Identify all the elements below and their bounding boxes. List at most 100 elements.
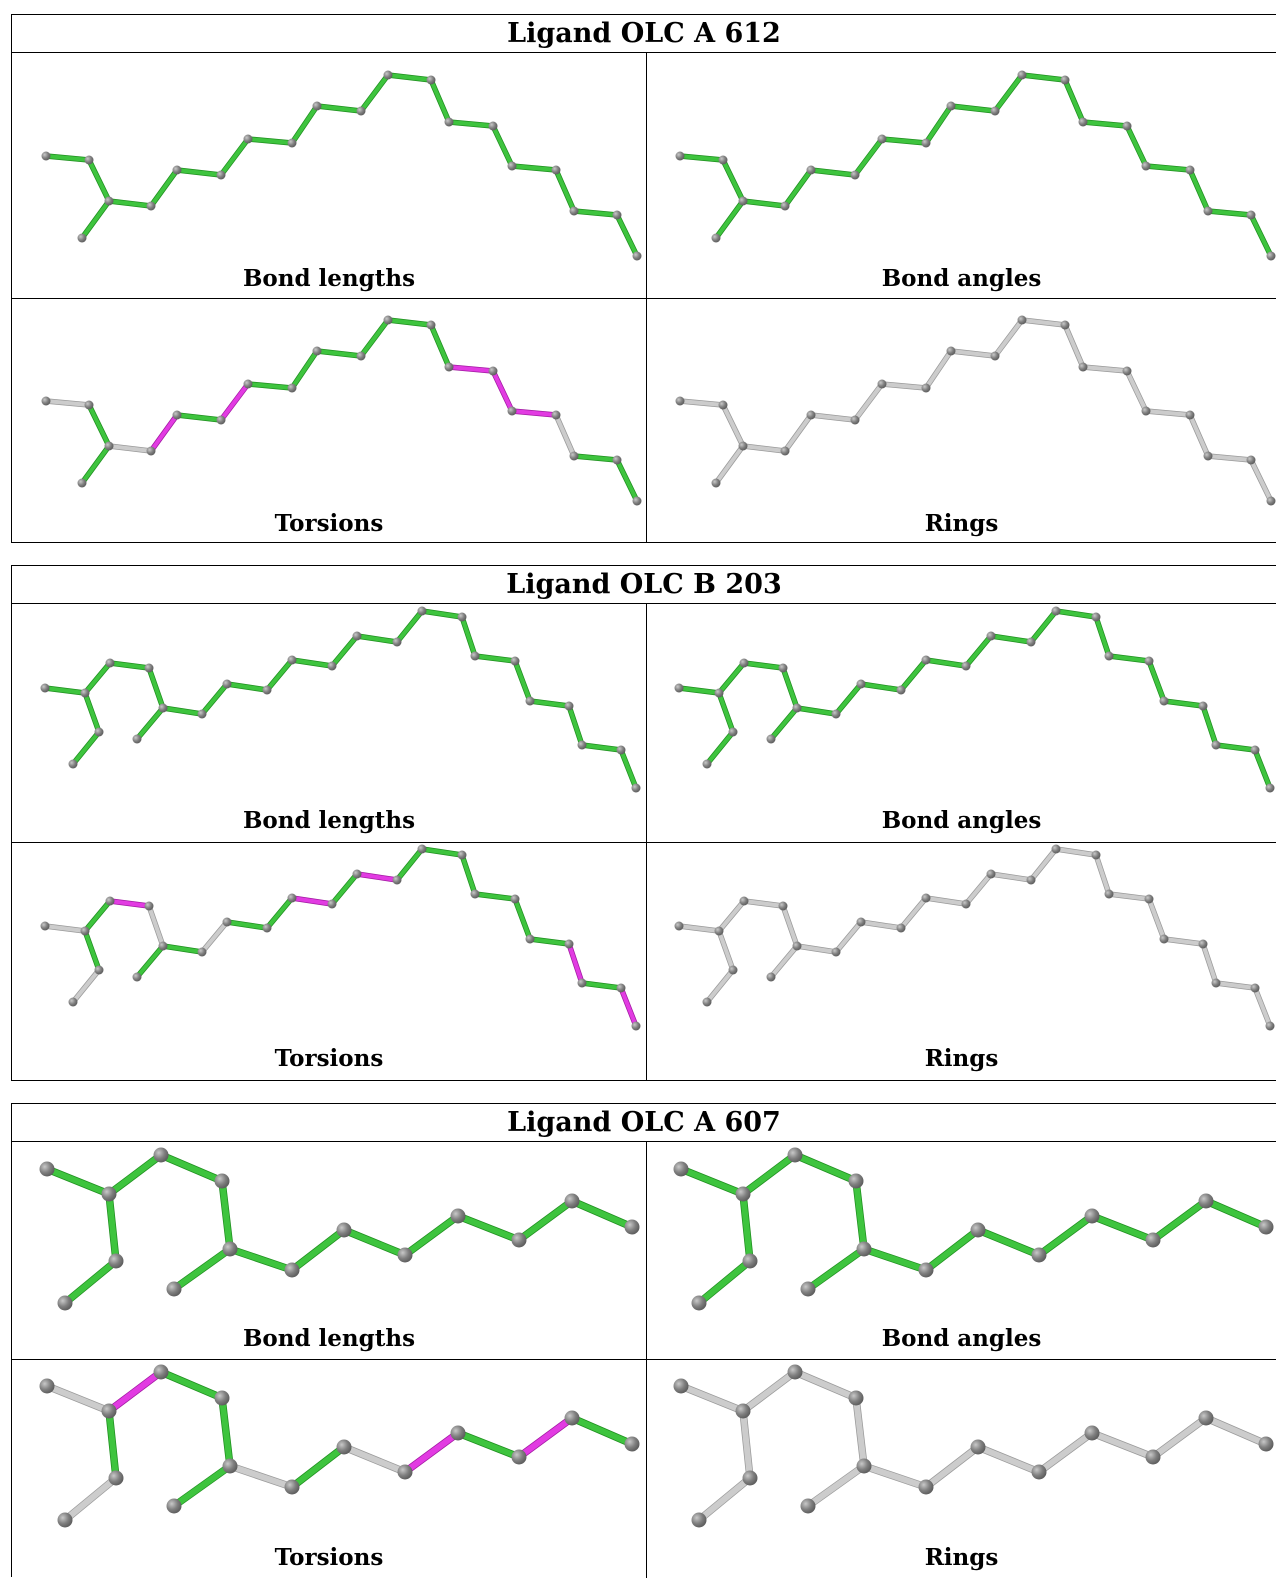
bond [567, 704, 584, 747]
atom [1122, 366, 1132, 376]
caption-rings: Rings [924, 1544, 999, 1571]
atom [397, 1464, 413, 1480]
atom [1091, 850, 1101, 860]
atom [1078, 117, 1088, 127]
atom [1185, 410, 1195, 420]
bond [1249, 458, 1273, 503]
atom [216, 170, 226, 180]
ligand-title-3: Ligand OLC A 607 [12, 1104, 1276, 1142]
bond [528, 699, 571, 708]
atom [766, 734, 776, 744]
caption-torsions: Torsions [274, 510, 384, 537]
atom [132, 734, 142, 744]
bond [161, 944, 204, 954]
bond [554, 413, 576, 458]
atom [488, 121, 498, 131]
bond [717, 691, 735, 734]
bond [1201, 704, 1218, 747]
atom [108, 1470, 124, 1486]
atom [831, 947, 841, 957]
atom [674, 683, 684, 693]
molecule-diagram [674, 844, 1275, 1031]
caption-bond-lengths: Bond lengths [242, 807, 416, 834]
bond [330, 634, 359, 668]
bond [246, 137, 294, 145]
panel-bond-lengths-3: Bond lengths [12, 1142, 646, 1359]
bond [834, 682, 863, 716]
bond [510, 164, 558, 172]
bond [1094, 853, 1111, 896]
atom [612, 210, 622, 220]
ligand-block-2: Ligand OLC B 203 Bond lengths Bond angle… [11, 565, 1276, 1081]
atom [507, 161, 517, 171]
atom [778, 901, 788, 911]
atom [327, 899, 337, 909]
atom [158, 941, 168, 951]
bond [769, 944, 799, 979]
bond [1036, 1213, 1095, 1258]
atom [1250, 745, 1260, 755]
bond [924, 104, 953, 145]
bond [315, 104, 363, 113]
bond [83, 661, 112, 695]
bond [1206, 454, 1253, 462]
bond [569, 1415, 635, 1447]
bond [106, 1152, 164, 1197]
bond [71, 730, 101, 766]
atom [921, 893, 931, 903]
bond [742, 661, 785, 670]
atom [1250, 983, 1260, 993]
atom [921, 383, 931, 393]
atom [1198, 1410, 1214, 1426]
atom [510, 894, 520, 904]
atom [564, 701, 574, 711]
bond [742, 899, 785, 908]
bond [80, 444, 111, 485]
atom [946, 101, 956, 111]
bond [567, 942, 584, 985]
atom [507, 406, 517, 416]
bond [964, 634, 993, 668]
atom [1078, 362, 1088, 372]
bond [315, 349, 363, 358]
atom [990, 106, 1000, 116]
atom [739, 658, 749, 668]
atom [287, 655, 297, 665]
caption-bond-angles: Bond angles [881, 265, 1042, 292]
atom [986, 631, 996, 641]
atom [511, 1232, 527, 1248]
bond [1214, 743, 1257, 752]
atom [631, 783, 641, 793]
atom [961, 661, 971, 671]
atom [800, 1498, 816, 1514]
atom [222, 1241, 238, 1257]
atom [101, 1403, 117, 1419]
atom [780, 446, 790, 456]
bond [108, 899, 151, 908]
atom [153, 1364, 169, 1380]
atom [1141, 406, 1151, 416]
atom [918, 1262, 934, 1278]
molecule-diagram [673, 1364, 1274, 1528]
bond [809, 413, 857, 422]
bond [795, 944, 838, 954]
atom [675, 151, 685, 161]
divider [646, 53, 647, 543]
bond [395, 609, 424, 644]
atom [105, 658, 115, 668]
atom [624, 1219, 640, 1235]
atom [577, 740, 587, 750]
bond [44, 399, 91, 407]
atom [444, 117, 454, 127]
bond [80, 199, 111, 240]
bond [149, 413, 179, 453]
bond [290, 658, 334, 668]
atom [77, 478, 87, 488]
atom [1051, 844, 1061, 854]
bond [717, 661, 746, 695]
bond [717, 899, 746, 933]
bond [420, 609, 464, 619]
atom [356, 106, 366, 116]
bond [355, 634, 399, 644]
bond [792, 1152, 859, 1184]
